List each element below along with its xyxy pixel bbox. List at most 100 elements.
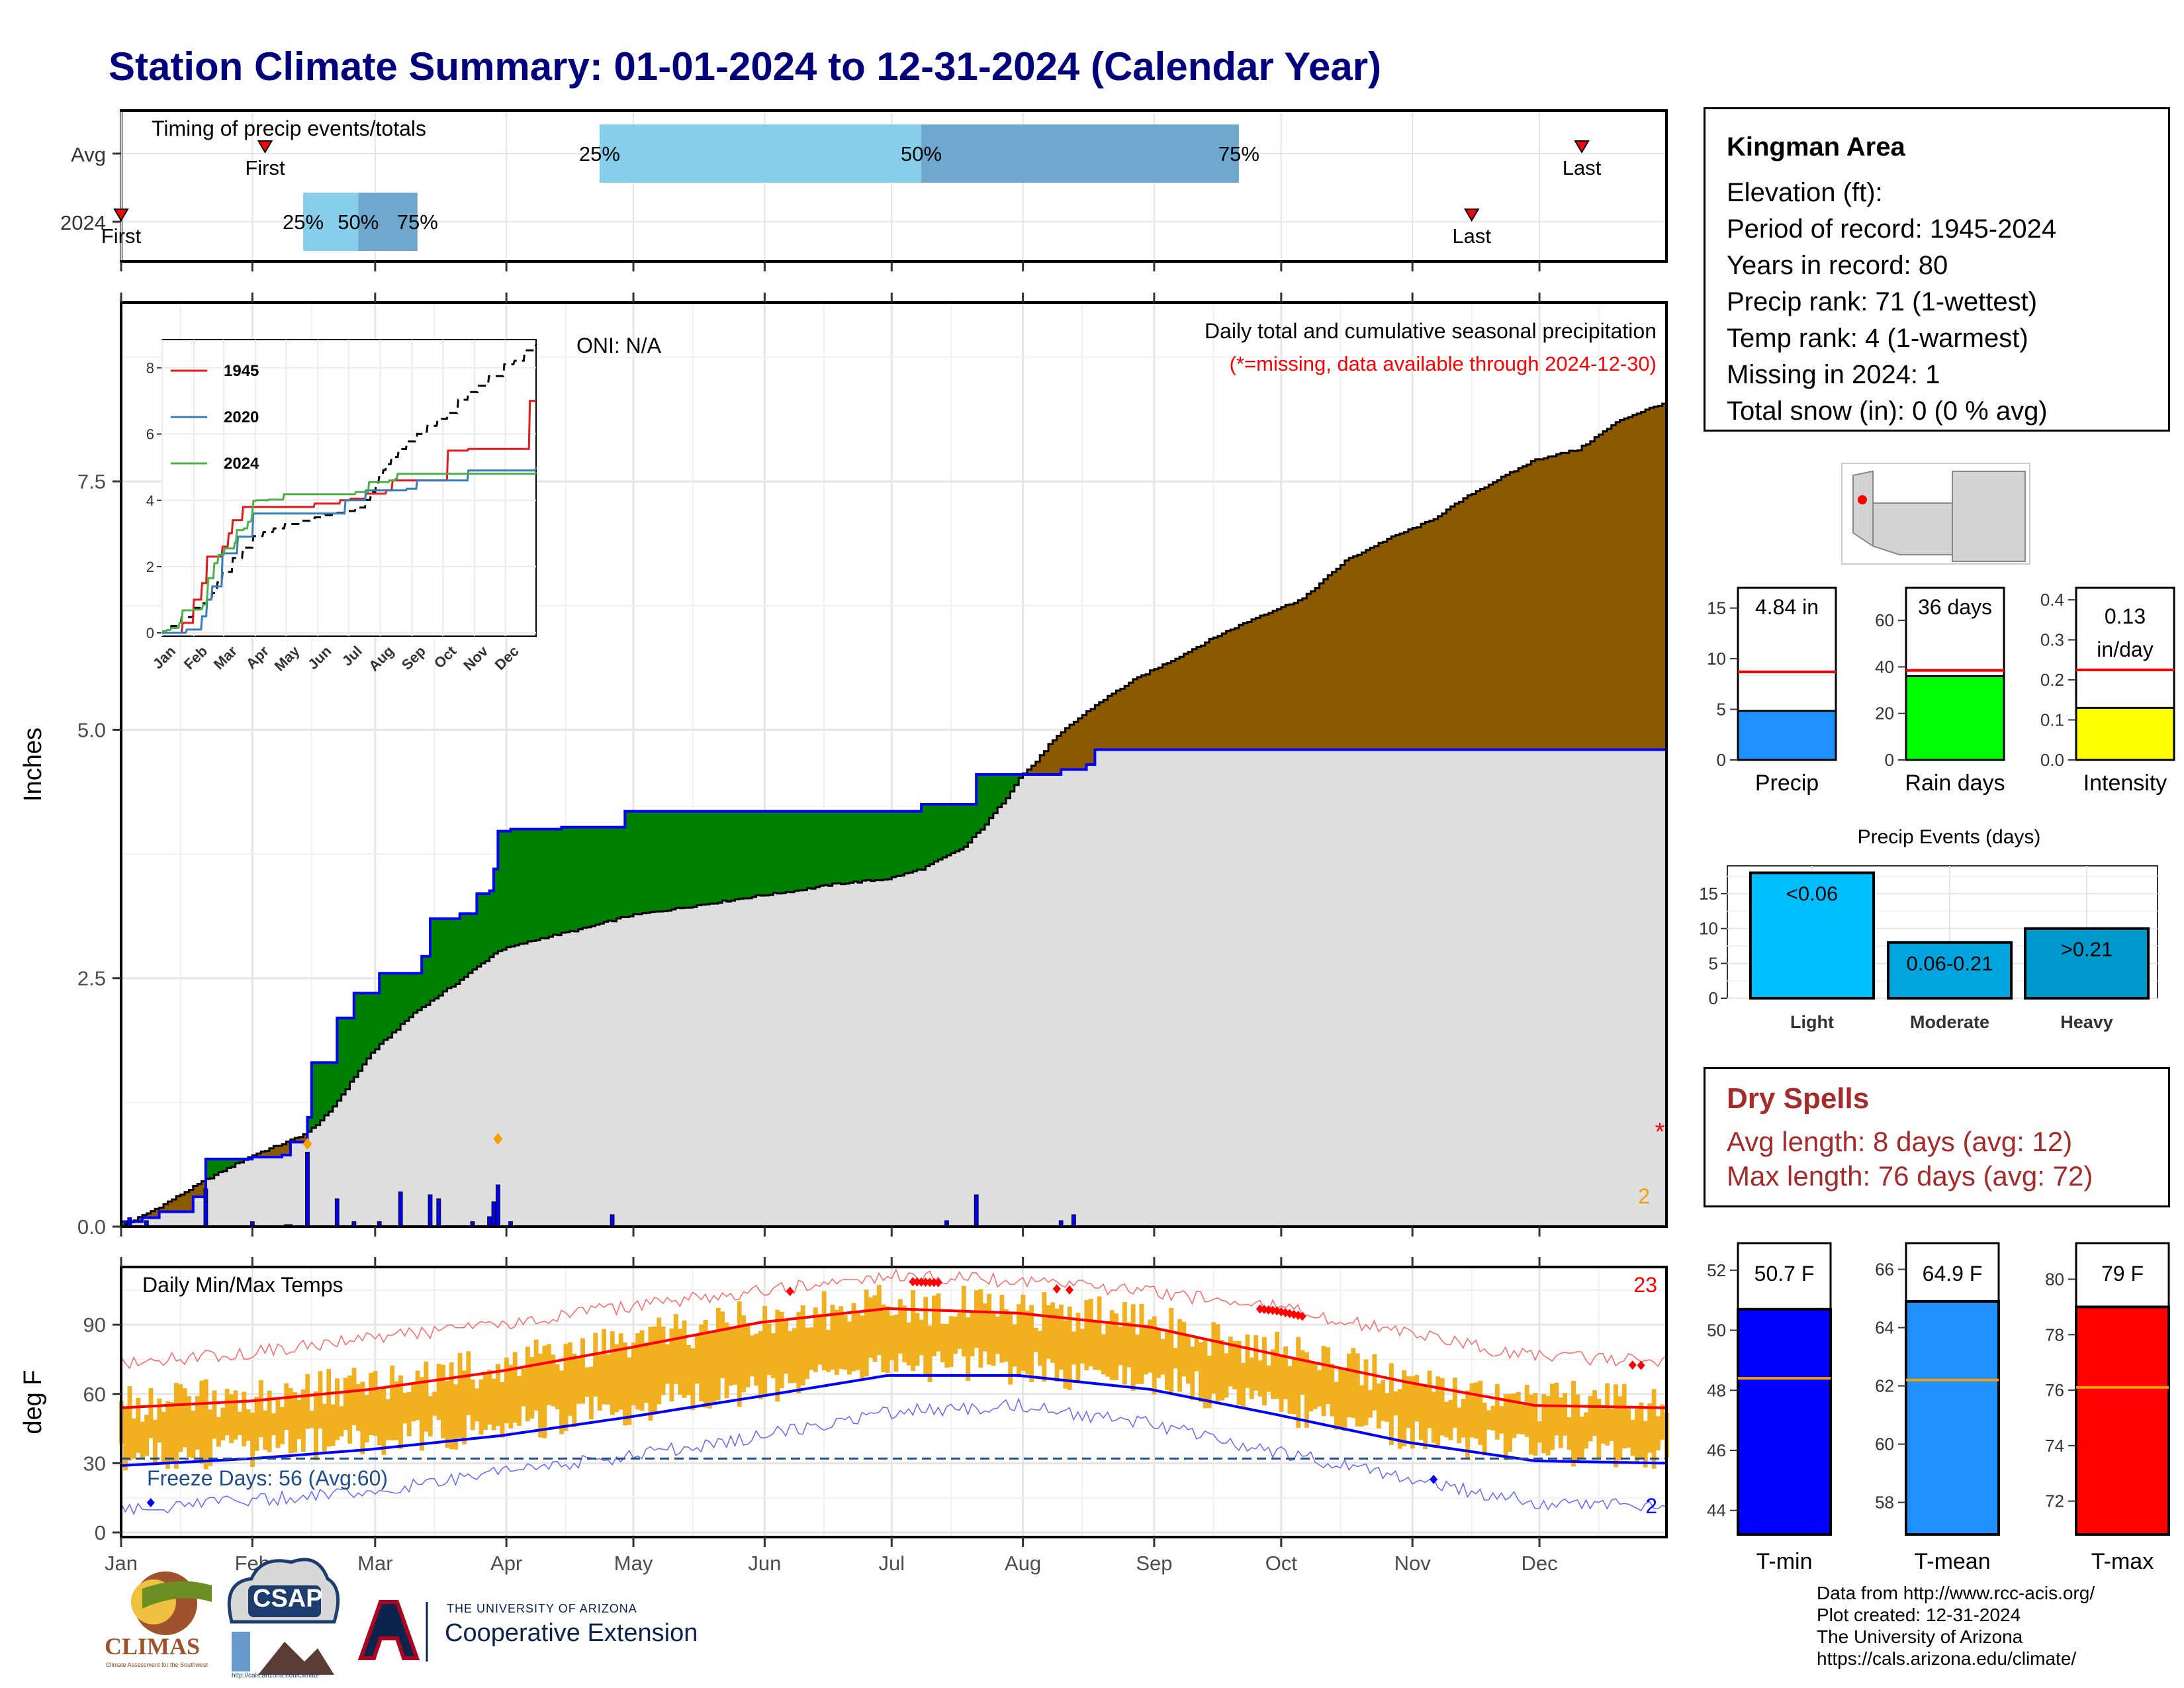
daily-temp-range — [1363, 1359, 1369, 1426]
freeze-days-label: Freeze Days: 56 (Avg:60) — [147, 1466, 388, 1490]
daily-temp-range — [1469, 1383, 1475, 1438]
mini-bar-ytick: 40 — [1875, 657, 1894, 677]
daily-temp-range — [1541, 1394, 1547, 1454]
daily-temp-range — [279, 1407, 285, 1444]
month-tick-label: Mar — [357, 1552, 392, 1575]
daily-temp-range — [1516, 1391, 1521, 1434]
daily-temp-range — [987, 1293, 992, 1365]
daily-temp-range — [1418, 1385, 1424, 1440]
daily-temp-range — [974, 1290, 979, 1348]
daily-temp-range — [1109, 1310, 1115, 1380]
daily-temp-range — [1554, 1382, 1559, 1436]
daily-temp-range — [868, 1297, 874, 1358]
daily-temp-range — [300, 1389, 306, 1452]
precip-ytick-label: 7.5 — [77, 470, 106, 493]
daily-temp-range — [1596, 1399, 1602, 1459]
daily-temp-range — [775, 1309, 780, 1402]
timing-avg-p50-label: 50% — [901, 142, 942, 165]
daily-temp-range — [487, 1370, 492, 1425]
daily-temp-range — [385, 1399, 390, 1440]
daily-temp-range — [957, 1313, 962, 1349]
daily-temp-range — [623, 1342, 627, 1426]
daily-temp-range — [1626, 1409, 1631, 1448]
daily-temp-range — [699, 1324, 704, 1401]
daily-temp-range — [1169, 1307, 1174, 1393]
temp-panel: 0 30 60 90 deg F Daily Min/Max Temps Freeze… — [19, 1257, 1669, 1575]
record-high-marker — [1065, 1285, 1073, 1295]
events-ytick: 5 — [1709, 953, 1718, 973]
daily-precip-bar — [305, 1151, 310, 1227]
daily-temp-range — [1199, 1342, 1203, 1402]
daily-temp-range — [1550, 1383, 1555, 1450]
daily-temp-range — [335, 1378, 340, 1440]
daily-temp-range — [187, 1396, 192, 1458]
daily-temp-range — [551, 1354, 556, 1407]
daily-temp-range — [860, 1315, 865, 1379]
oni-label: ONI: N/A — [576, 334, 662, 357]
daily-temp-range — [1084, 1299, 1089, 1370]
precip-ytick-label: 2.5 — [77, 967, 106, 990]
record-high-marker — [921, 1277, 930, 1287]
daily-temp-range — [876, 1285, 882, 1355]
record-high-marker — [786, 1286, 794, 1296]
daily-temp-range — [229, 1394, 234, 1444]
daily-temp-range — [1381, 1380, 1386, 1421]
daily-temp-range — [1503, 1394, 1508, 1460]
daily-temp-range — [199, 1380, 205, 1464]
daily-temp-range — [1067, 1306, 1072, 1390]
timing-current-bar-50-75 — [358, 193, 418, 251]
daily-temp-range — [263, 1410, 268, 1450]
normal-min-line — [120, 1374, 1667, 1467]
daily-temp-range — [1592, 1389, 1597, 1436]
daily-temp-range — [169, 1402, 175, 1463]
daily-temp-range — [394, 1381, 399, 1440]
station-name: Kingman Area — [1727, 132, 1905, 162]
dry-spells-avg: Avg length: 8 days (avg: 12) — [1727, 1126, 2073, 1157]
daily-temp-range — [567, 1342, 572, 1416]
mini-bar-ytick: 15 — [1707, 598, 1726, 618]
daily-temp-range — [999, 1295, 1005, 1363]
daily-temp-range — [1347, 1353, 1351, 1417]
daily-temp-range — [377, 1390, 382, 1446]
daily-temp-range — [779, 1311, 784, 1389]
daily-temp-range — [339, 1406, 344, 1436]
daily-temp-range — [1012, 1324, 1017, 1367]
timing-panel-title: Timing of precip events/totals — [152, 117, 426, 140]
station-period: Period of record: 1945-2024 — [1727, 214, 2057, 244]
daily-temp-range — [1139, 1303, 1144, 1384]
daily-temp-range — [1330, 1364, 1335, 1417]
daily-temp-range — [737, 1301, 742, 1407]
daily-temp-range — [470, 1380, 475, 1430]
daily-temp-range — [1393, 1391, 1398, 1416]
record-high-marker — [930, 1278, 938, 1288]
daily-temp-range — [1008, 1313, 1013, 1385]
daily-temp-range — [635, 1333, 641, 1410]
normal-precip-area — [121, 400, 1666, 1227]
daily-temp-range — [1245, 1334, 1250, 1388]
timing-avg-last-label: Last — [1563, 156, 1602, 179]
daily-temp-range — [602, 1329, 606, 1405]
dry-spells-title: Dry Spells — [1727, 1082, 1870, 1115]
daily-temp-range — [872, 1295, 878, 1362]
month-tick-label: Jul — [878, 1552, 905, 1575]
daily-temp-range — [491, 1378, 496, 1430]
daily-temp-range — [449, 1362, 454, 1450]
inset-ytick-label: 6 — [146, 426, 154, 443]
daily-temp-range — [136, 1397, 141, 1453]
ua-logo-line2: Cooperative Extension — [445, 1619, 698, 1647]
daily-temp-range — [161, 1411, 166, 1465]
daily-temp-range — [690, 1348, 696, 1411]
timing-avg-p75-label: 75% — [1218, 142, 1259, 165]
daily-precip-bar — [436, 1198, 441, 1227]
timing-current-last-marker — [1463, 209, 1480, 222]
daily-temp-range — [1164, 1332, 1169, 1390]
daily-temp-range — [1402, 1370, 1407, 1446]
daily-temp-range — [936, 1293, 941, 1352]
daily-temp-range — [1651, 1389, 1657, 1469]
daily-precip-bar — [491, 1201, 496, 1227]
missing-count: 2 — [1638, 1184, 1650, 1208]
daily-temp-range — [978, 1289, 983, 1368]
daily-temp-range — [1457, 1407, 1462, 1444]
daily-temp-range — [970, 1310, 975, 1357]
daily-temp-range — [1427, 1370, 1432, 1429]
